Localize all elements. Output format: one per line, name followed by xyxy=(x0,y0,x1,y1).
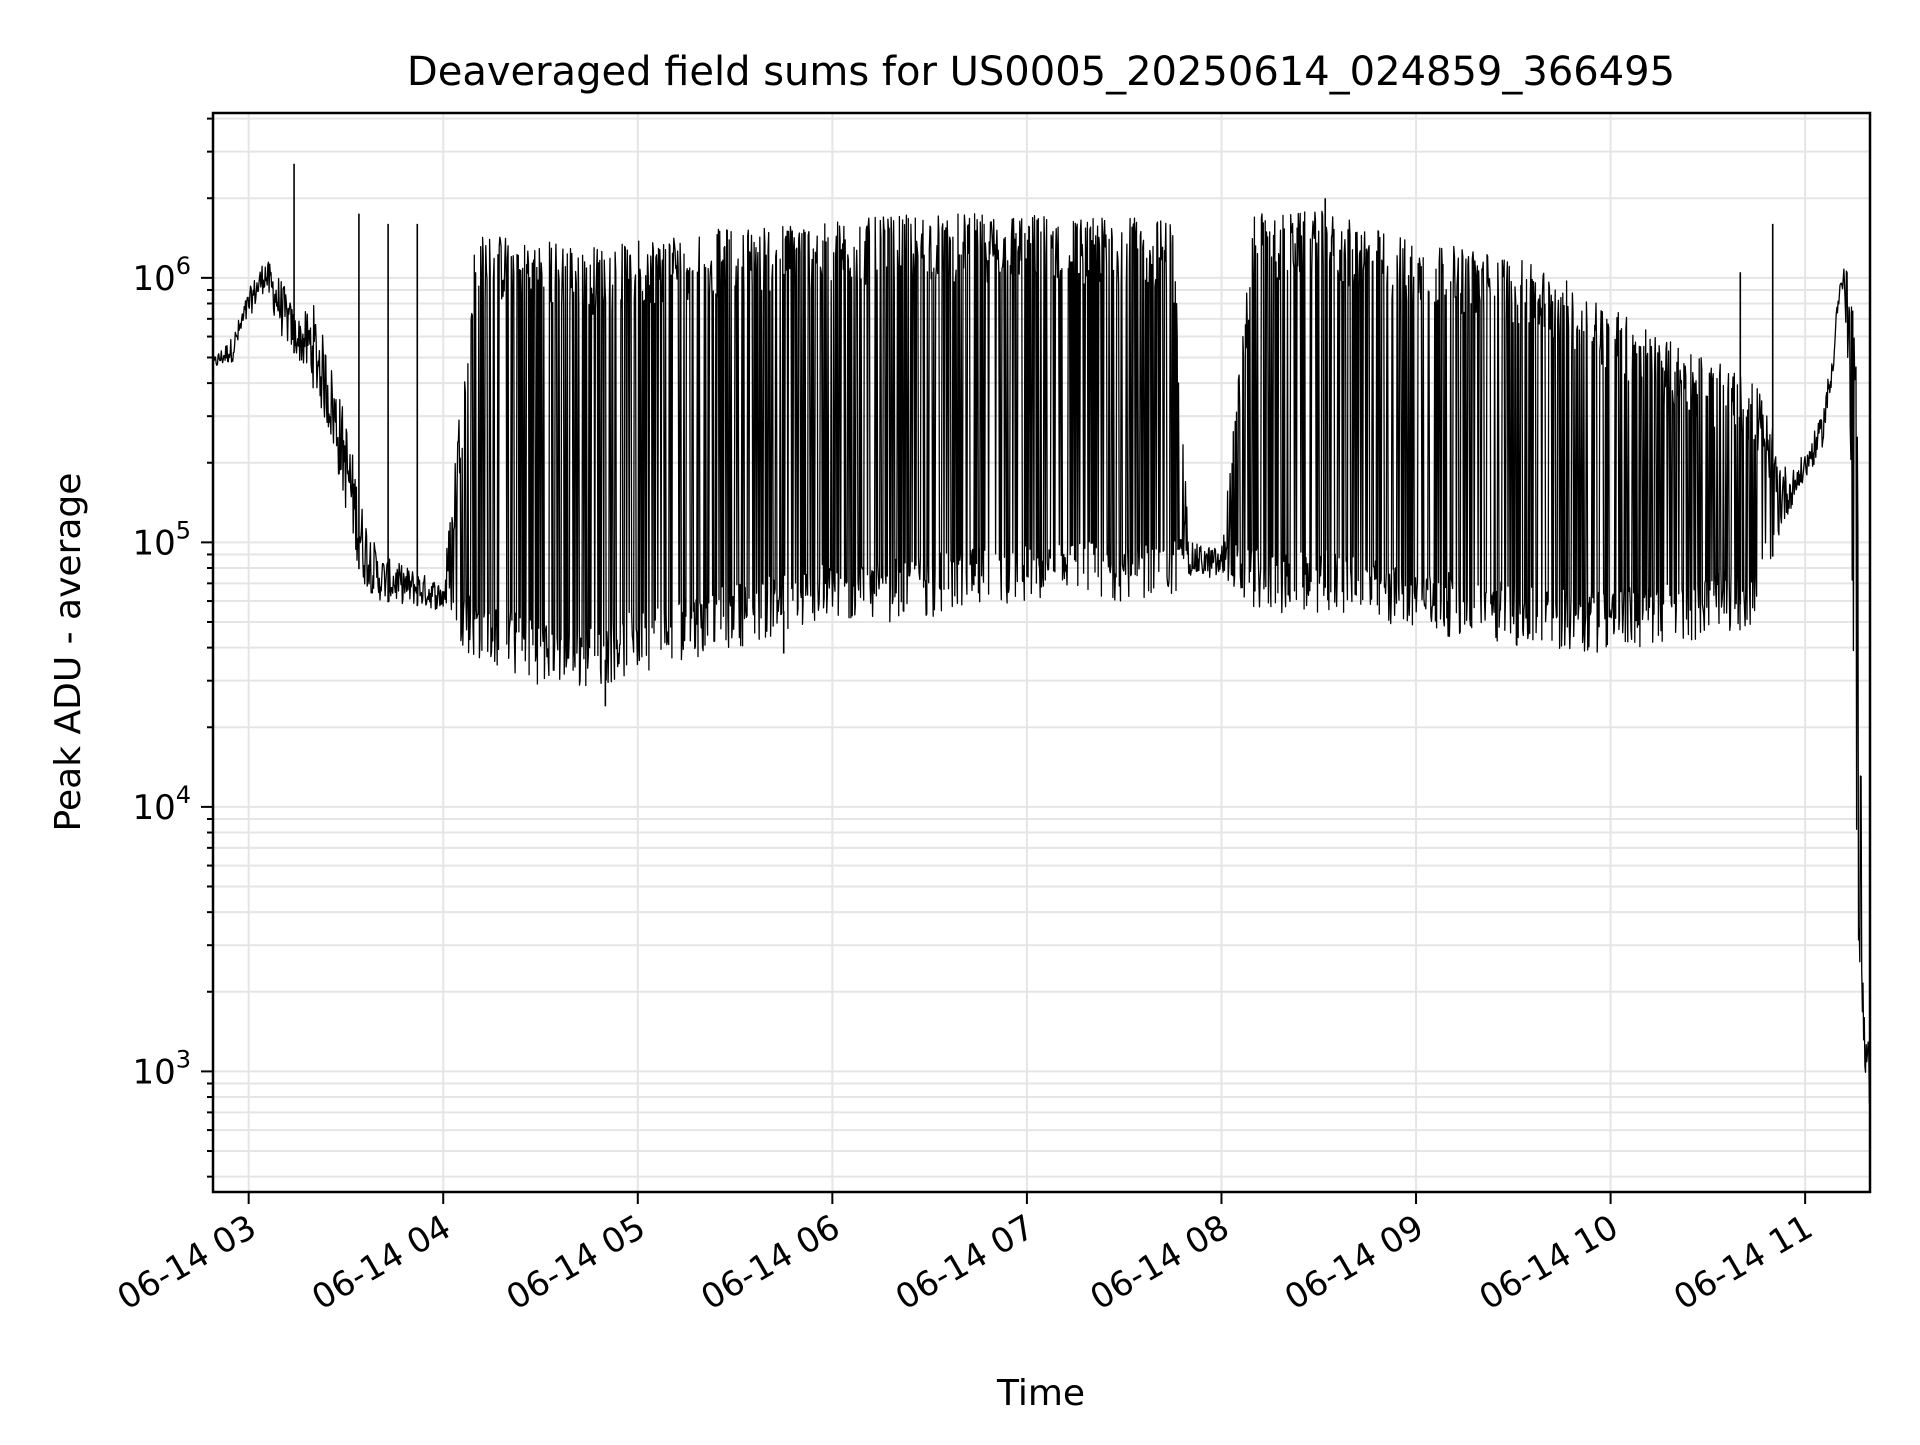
y-tick-base: 10 xyxy=(132,523,175,563)
plot-area xyxy=(212,163,1871,1104)
y-tick-label: 106 xyxy=(132,252,191,299)
chart-title: Deaveraged field sums for US0005_2025061… xyxy=(407,49,1675,95)
series-line xyxy=(212,210,1871,1104)
y-tick-label: 103 xyxy=(132,1045,191,1092)
x-axis-label: Time xyxy=(996,1373,1085,1414)
plot-frame xyxy=(211,111,1872,1194)
y-tick-exponent: 4 xyxy=(176,781,191,809)
y-tick-exponent: 5 xyxy=(176,516,191,544)
y-tick-base: 10 xyxy=(132,259,175,299)
y-tick-exponent: 6 xyxy=(176,252,191,280)
y-tick-base: 10 xyxy=(132,1052,175,1092)
y-tick-label: 105 xyxy=(132,516,191,563)
y-tick-exponent: 3 xyxy=(176,1045,191,1073)
y-tick-label: 104 xyxy=(132,781,191,828)
y-tick-base: 10 xyxy=(132,788,175,828)
y-axis-label: Peak ADU - average xyxy=(48,473,89,832)
